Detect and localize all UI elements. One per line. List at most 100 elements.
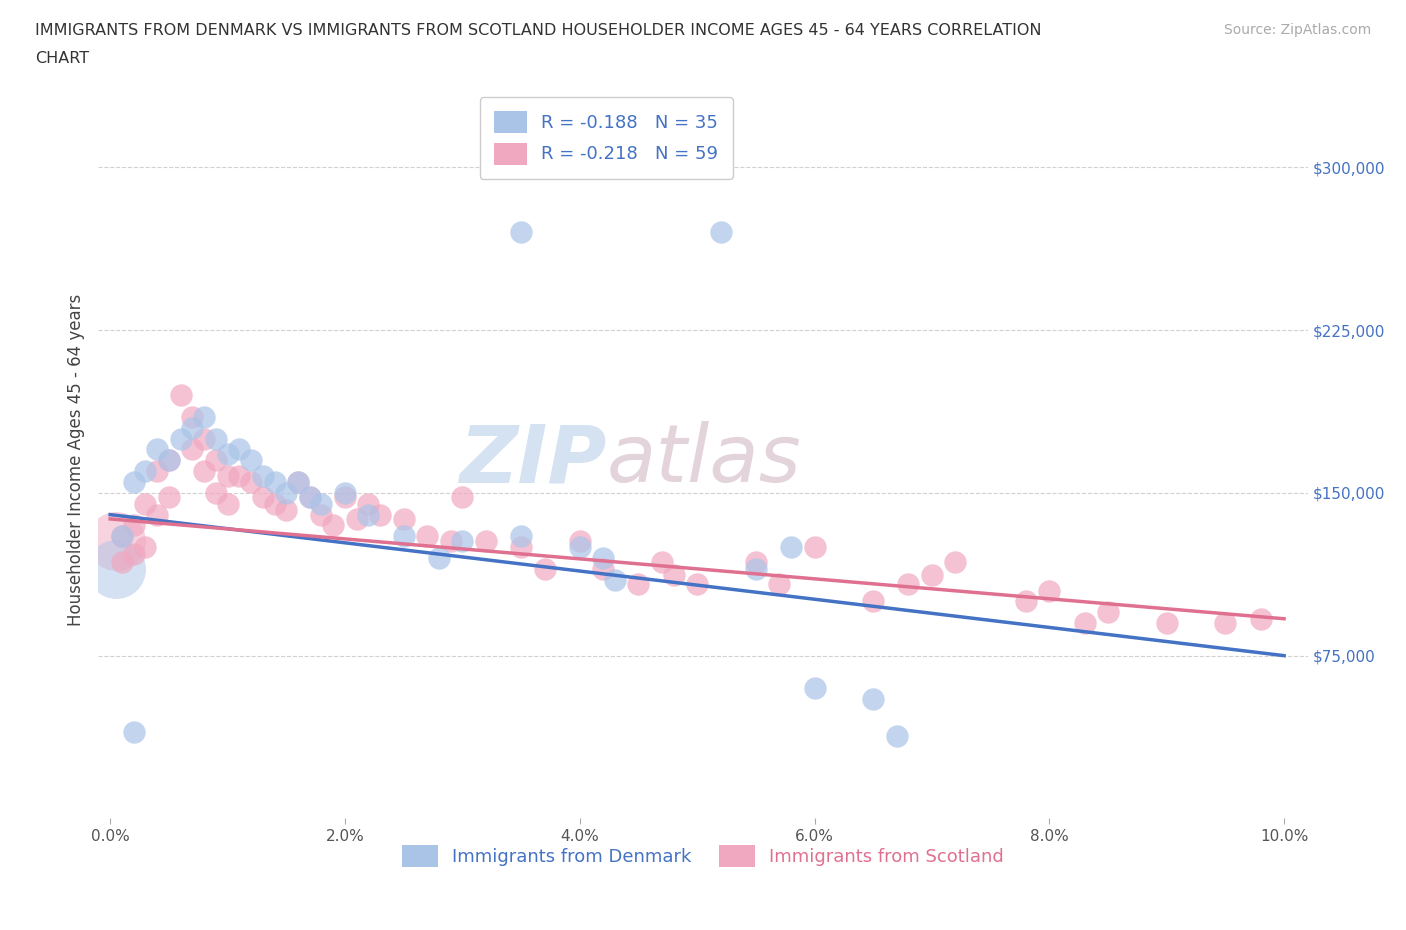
Point xyxy=(204,485,226,500)
Point xyxy=(392,512,415,526)
Point xyxy=(105,562,128,577)
Point xyxy=(263,474,285,489)
Point xyxy=(862,692,884,707)
Point xyxy=(627,577,650,591)
Point xyxy=(193,464,215,479)
Point xyxy=(276,485,298,500)
Point xyxy=(298,490,321,505)
Point xyxy=(105,533,128,548)
Point xyxy=(169,432,191,446)
Point xyxy=(204,432,226,446)
Point xyxy=(298,490,321,505)
Point xyxy=(416,529,439,544)
Point xyxy=(311,497,333,512)
Point xyxy=(134,497,156,512)
Point xyxy=(111,529,134,544)
Point xyxy=(475,533,498,548)
Point xyxy=(287,474,309,489)
Point xyxy=(240,453,263,468)
Point xyxy=(193,432,215,446)
Point xyxy=(921,568,943,583)
Point xyxy=(427,551,450,565)
Point xyxy=(780,539,803,554)
Point xyxy=(204,453,226,468)
Point xyxy=(157,453,180,468)
Text: ZIP: ZIP xyxy=(458,421,606,499)
Point xyxy=(146,507,169,522)
Point xyxy=(111,555,134,570)
Point xyxy=(1156,616,1178,631)
Point xyxy=(146,464,169,479)
Point xyxy=(803,681,825,696)
Point xyxy=(122,474,145,489)
Legend: Immigrants from Denmark, Immigrants from Scotland: Immigrants from Denmark, Immigrants from… xyxy=(395,837,1011,874)
Point xyxy=(768,577,790,591)
Point xyxy=(510,225,533,240)
Point xyxy=(252,490,274,505)
Point xyxy=(311,507,333,522)
Point xyxy=(568,539,591,554)
Point xyxy=(803,539,825,554)
Point xyxy=(217,497,239,512)
Point xyxy=(392,529,415,544)
Point xyxy=(276,503,298,518)
Text: atlas: atlas xyxy=(606,421,801,499)
Point xyxy=(1215,616,1237,631)
Point xyxy=(134,539,156,554)
Point xyxy=(157,490,180,505)
Point xyxy=(745,562,768,577)
Point xyxy=(1250,611,1272,626)
Point xyxy=(322,518,344,533)
Point xyxy=(346,512,368,526)
Point xyxy=(1038,583,1060,598)
Point xyxy=(122,546,145,561)
Point xyxy=(111,529,134,544)
Point xyxy=(451,490,474,505)
Point xyxy=(862,594,884,609)
Point xyxy=(1015,594,1038,609)
Text: CHART: CHART xyxy=(35,51,89,66)
Point xyxy=(252,468,274,483)
Point xyxy=(592,551,614,565)
Point xyxy=(228,468,250,483)
Point xyxy=(217,446,239,461)
Point xyxy=(568,533,591,548)
Point xyxy=(228,442,250,457)
Point xyxy=(263,497,285,512)
Point xyxy=(439,533,461,548)
Point xyxy=(1097,604,1119,619)
Point xyxy=(357,507,380,522)
Point xyxy=(886,728,908,743)
Point xyxy=(368,507,391,522)
Point xyxy=(240,474,263,489)
Point xyxy=(217,468,239,483)
Point xyxy=(181,442,204,457)
Point xyxy=(333,485,356,500)
Point xyxy=(181,409,204,424)
Point xyxy=(510,529,533,544)
Point xyxy=(651,555,673,570)
Point xyxy=(157,453,180,468)
Point xyxy=(287,474,309,489)
Point xyxy=(169,388,191,403)
Point xyxy=(146,442,169,457)
Y-axis label: Householder Income Ages 45 - 64 years: Householder Income Ages 45 - 64 years xyxy=(66,294,84,627)
Point xyxy=(662,568,685,583)
Point xyxy=(181,420,204,435)
Point xyxy=(897,577,920,591)
Point xyxy=(134,464,156,479)
Point xyxy=(357,497,380,512)
Text: Source: ZipAtlas.com: Source: ZipAtlas.com xyxy=(1223,23,1371,37)
Point xyxy=(945,555,967,570)
Point xyxy=(510,539,533,554)
Point xyxy=(1073,616,1095,631)
Point xyxy=(533,562,555,577)
Point xyxy=(122,518,145,533)
Text: IMMIGRANTS FROM DENMARK VS IMMIGRANTS FROM SCOTLAND HOUSEHOLDER INCOME AGES 45 -: IMMIGRANTS FROM DENMARK VS IMMIGRANTS FR… xyxy=(35,23,1042,38)
Point xyxy=(710,225,733,240)
Point xyxy=(745,555,768,570)
Point xyxy=(592,562,614,577)
Point xyxy=(686,577,709,591)
Point xyxy=(451,533,474,548)
Point xyxy=(603,572,626,587)
